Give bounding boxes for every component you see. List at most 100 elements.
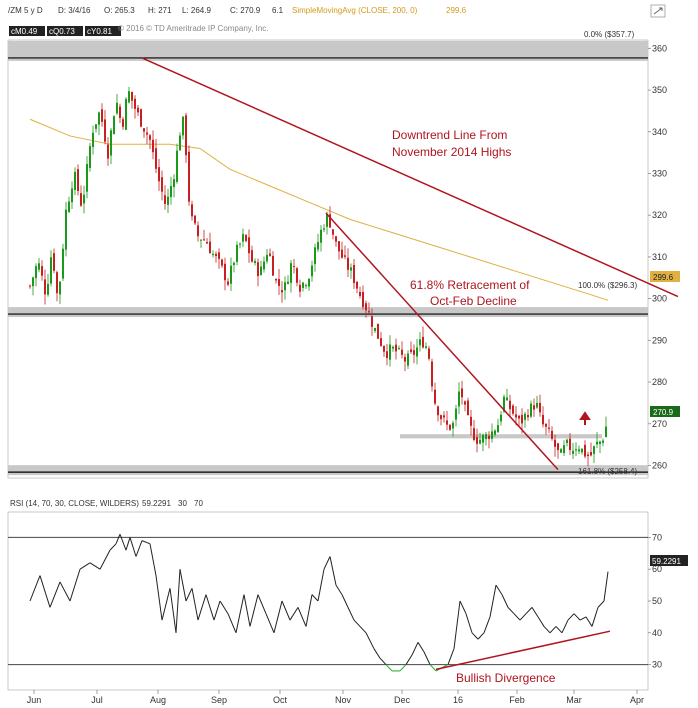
- candle-body: [473, 428, 475, 440]
- rsi-segment: [29, 575, 41, 602]
- rsi-segment: [417, 642, 425, 653]
- candle-body: [53, 253, 55, 271]
- downtrend-annotation-line2: November 2014 Highs: [392, 145, 511, 159]
- rsi-segment: [513, 613, 521, 621]
- support-band: [400, 434, 602, 439]
- annotations: Downtrend Line From November 2014 Highs …: [392, 128, 591, 685]
- rsi-tick-label-60: 60: [652, 564, 662, 574]
- last-price-text: 270.9: [653, 408, 674, 417]
- rsi-segment: [169, 588, 177, 633]
- candle-body: [164, 195, 166, 204]
- candle-body: [239, 243, 241, 245]
- rsi-segment: [311, 594, 319, 602]
- candle-body: [464, 401, 466, 405]
- rsi-segment: [591, 607, 599, 627]
- retracement-annotation-line2: Oct-Feb Decline: [430, 294, 517, 308]
- rsi-segment: [155, 575, 163, 621]
- candle-body: [467, 400, 469, 416]
- candle-body: [101, 109, 103, 122]
- candle-body: [398, 348, 400, 350]
- candle-body: [89, 146, 91, 168]
- candle-body: [158, 167, 160, 182]
- badge-1: [47, 26, 83, 36]
- candle-body: [368, 311, 370, 313]
- candle-body: [170, 185, 172, 198]
- rsi-segment: [447, 648, 455, 665]
- candle-body: [383, 346, 385, 352]
- divergence-line: [435, 630, 611, 671]
- rsi-segment: [483, 616, 491, 633]
- candle-body: [389, 344, 391, 360]
- candle-body: [188, 151, 190, 202]
- candle-body: [248, 237, 250, 254]
- candle-body: [125, 98, 127, 130]
- candle-body: [533, 405, 535, 410]
- date-label: D: 3/4/16: [58, 6, 91, 15]
- rsi-segment: [281, 600, 291, 621]
- x-tick-label-3: Sep: [211, 695, 227, 705]
- candle-body: [500, 414, 502, 422]
- candle-body: [509, 400, 511, 410]
- sma-label: SimpleMovingAvg (CLOSE, 200, 0): [292, 6, 418, 15]
- candle-body: [329, 214, 331, 228]
- candle-body: [32, 277, 34, 287]
- candle-body: [404, 356, 406, 362]
- candle-body: [539, 402, 541, 413]
- candle-body: [578, 449, 580, 452]
- candle-body: [293, 266, 295, 268]
- sma-value-label: 299.6: [446, 6, 467, 15]
- rsi-segment: [495, 584, 503, 595]
- rsi-segment: [373, 648, 381, 659]
- candle-body: [494, 430, 496, 435]
- candle-body: [362, 291, 364, 307]
- candle-body: [251, 250, 253, 262]
- candle-body: [326, 213, 328, 227]
- candle-body: [425, 346, 427, 348]
- open-label: O: 265.3: [104, 6, 135, 15]
- rsi-segment: [273, 600, 283, 633]
- badge-text-2: cY0.81: [87, 27, 112, 36]
- candle-body: [161, 177, 163, 192]
- candle-body: [269, 253, 271, 256]
- candle-body: [527, 415, 529, 418]
- candle-body: [545, 424, 547, 427]
- candle-body: [371, 316, 373, 327]
- close-label: C: 270.9: [230, 6, 261, 15]
- rsi-tick-label-30: 30: [652, 660, 662, 670]
- sma-price-tag: 299.6: [650, 271, 680, 282]
- rsi-segment: [603, 571, 609, 602]
- rsi-segment: [579, 616, 587, 621]
- candle-body: [452, 422, 454, 429]
- rsi-segment: [365, 632, 375, 649]
- y-tick-label-350: 350: [652, 85, 667, 95]
- candle-body: [524, 413, 526, 420]
- candle-body: [344, 255, 346, 257]
- copyright-text: © 2016 © TD Ameritrade IP Company, Inc.: [118, 24, 269, 33]
- rsi-segment: [185, 588, 193, 602]
- candle-body: [203, 239, 205, 241]
- candle-body: [149, 135, 151, 140]
- candle-body: [350, 267, 352, 271]
- y-tick-label-280: 280: [652, 377, 667, 387]
- candle-body: [257, 262, 259, 277]
- x-tick-label-2: Aug: [150, 695, 166, 705]
- candle-body: [95, 124, 97, 129]
- high-label: H: 271: [148, 6, 172, 15]
- settings-icon[interactable]: [650, 4, 666, 18]
- badge-text-0: cM0.49: [11, 27, 38, 36]
- candle-body: [446, 420, 448, 425]
- y-tick-label-300: 300: [652, 294, 667, 304]
- candle-body: [143, 128, 145, 132]
- candle-body: [233, 262, 235, 266]
- candle-body: [521, 414, 523, 424]
- candle-body: [230, 265, 232, 284]
- rsi-segment: [39, 575, 51, 608]
- x-tick-label-7: 16: [453, 695, 463, 705]
- candle-body: [458, 391, 460, 407]
- rsi-segment: [347, 607, 355, 621]
- rsi-segment: [429, 664, 437, 672]
- candle-body: [542, 415, 544, 425]
- candle-body: [128, 91, 130, 103]
